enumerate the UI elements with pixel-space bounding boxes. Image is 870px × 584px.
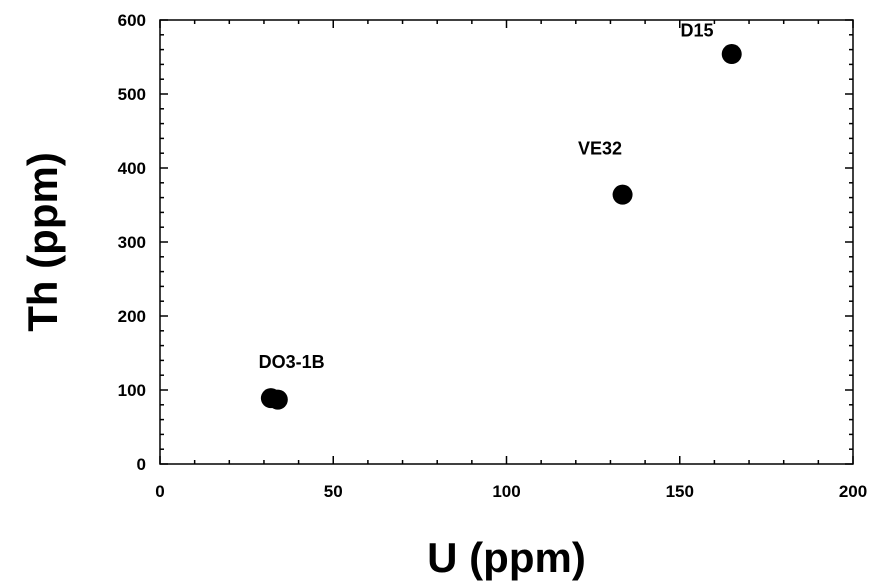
y-tick-label: 200: [118, 307, 146, 326]
y-tick-label: 400: [118, 159, 146, 178]
y-axis-title: Th (ppm): [19, 152, 66, 332]
data-point: [612, 184, 633, 205]
y-tick-label: 100: [118, 381, 146, 400]
x-tick-label: 50: [324, 482, 343, 501]
x-axis-title: U (ppm): [427, 534, 586, 581]
y-tick-label: 500: [118, 85, 146, 104]
plot-frame: [159, 19, 854, 465]
y-tick-label: 0: [137, 455, 146, 474]
point-label: VE32: [578, 139, 622, 159]
x-tick-label: 100: [492, 482, 520, 501]
x-tick-label: 200: [839, 482, 867, 501]
data-points: [260, 44, 742, 410]
x-tick-labels: 0 50 100 150 200: [155, 482, 867, 501]
y-tick-labels: 0 100 200 300 400 500 600: [118, 11, 146, 474]
point-labels: DO3-1B VE32 D15: [259, 20, 714, 372]
y-tick-label: 600: [118, 11, 146, 30]
y-tick-label: 300: [118, 233, 146, 252]
point-label: DO3-1B: [259, 352, 325, 372]
x-tick-label: 150: [666, 482, 694, 501]
data-point: [721, 44, 742, 65]
data-point: [267, 389, 288, 410]
point-label: D15: [681, 20, 714, 40]
x-tick-label: 0: [155, 482, 164, 501]
